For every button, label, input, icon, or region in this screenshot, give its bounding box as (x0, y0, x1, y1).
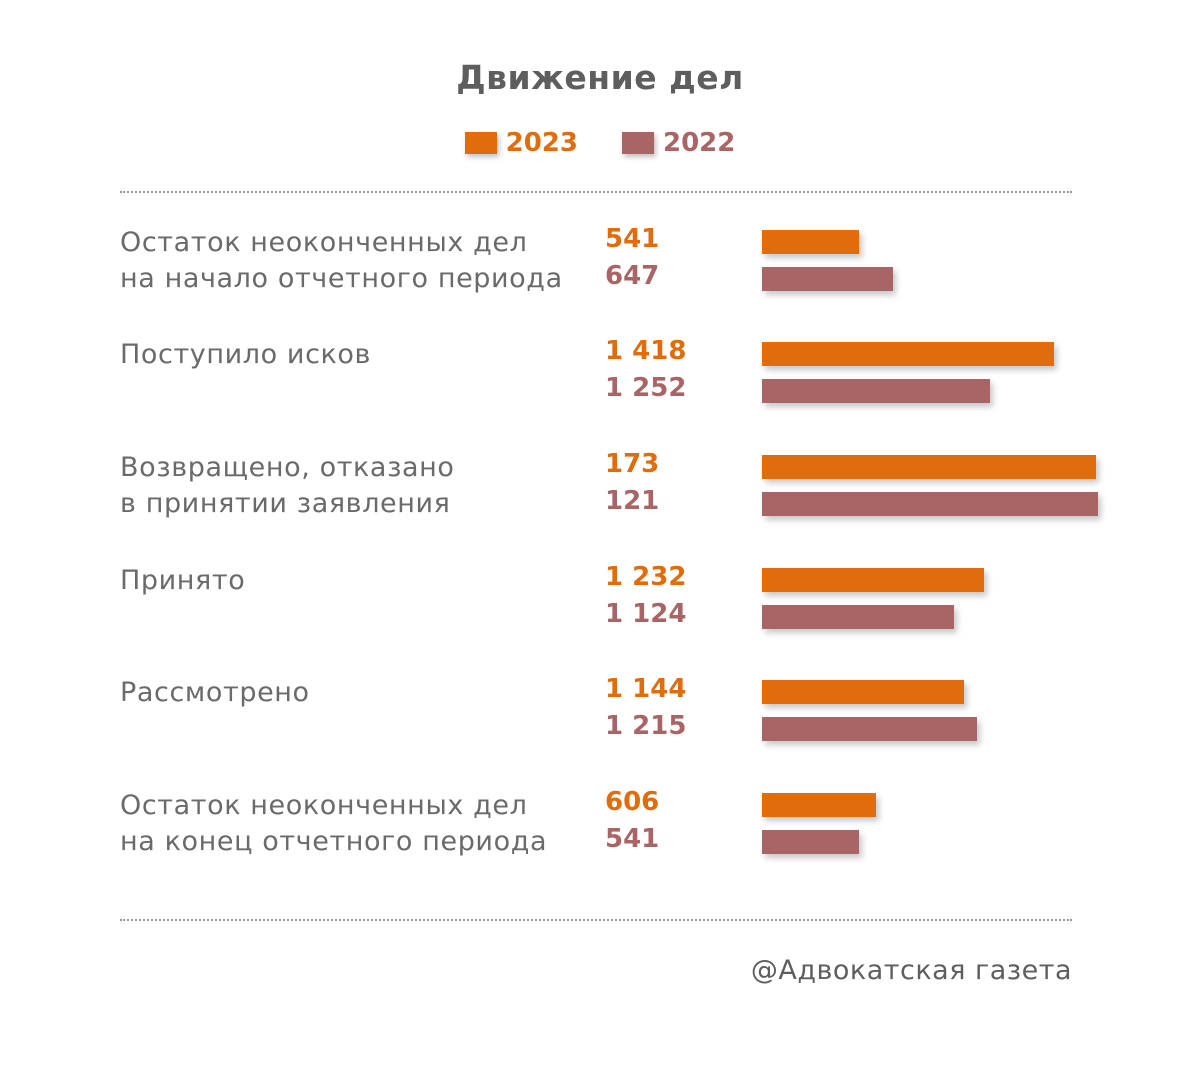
bar-2023 (762, 455, 1096, 479)
data-label-2022: 541 (605, 824, 660, 854)
bar-2022 (762, 830, 859, 854)
data-label-2022: 121 (605, 486, 660, 516)
legend-swatch-2023 (464, 132, 497, 154)
data-label-2023: 1 144 (605, 674, 687, 704)
category-label-line: Возвращено, отказано (120, 452, 455, 483)
category-label: Поступило исков (120, 337, 590, 373)
legend-item-2022: 2022 (622, 128, 735, 158)
data-label-2022: 647 (605, 261, 660, 291)
data-label-2023: 606 (605, 787, 660, 817)
legend-item-2023: 2023 (464, 128, 578, 158)
data-label-2023: 541 (605, 224, 660, 254)
category-label-line: Поступило исков (120, 339, 372, 370)
bottom-divider (120, 919, 1072, 921)
category-label: Остаток неоконченных дел на начало отчетн… (120, 225, 590, 297)
category-label-line: в принятии заявления (120, 488, 451, 519)
legend-label-2023: 2023 (505, 128, 578, 158)
category-label: Принято (120, 563, 590, 599)
data-label-2023: 1 418 (605, 336, 687, 366)
legend: 2023 2022 (0, 128, 1200, 158)
category-label-line: на начало отчетного периода (120, 263, 563, 294)
chart-title: Движение дел (456, 58, 744, 97)
bar-2022 (762, 267, 893, 291)
category-label: Рассмотрено (120, 675, 590, 711)
bar-2022 (762, 379, 990, 403)
bar-2023 (762, 568, 984, 592)
data-label-2022: 1 215 (605, 711, 687, 741)
category-label-line: Остаток неоконченных дел (120, 790, 528, 821)
category-label-line: на конец отчетного периода (120, 826, 548, 857)
data-label-2023: 1 232 (605, 562, 687, 592)
category-label: Остаток неоконченных дел на конец отчетно… (120, 788, 590, 860)
legend-swatch-2022 (622, 132, 654, 154)
source-credit: @Адвокатская газета (750, 955, 1072, 986)
top-divider (120, 191, 1072, 193)
category-label-line: Остаток неоконченных дел (120, 227, 528, 258)
bar-2023 (762, 230, 859, 254)
bar-2022 (762, 717, 977, 741)
data-label-2022: 1 252 (605, 373, 687, 403)
bar-2023 (762, 680, 964, 704)
category-label: Возвращено, отказано в принятии заявления (120, 450, 590, 522)
bar-2022 (762, 605, 954, 629)
data-label-2023: 173 (605, 449, 660, 479)
category-label-line: Рассмотрено (120, 677, 310, 708)
bar-2023 (762, 793, 876, 817)
legend-label-2022: 2022 (663, 128, 736, 158)
bar-2022 (762, 492, 1098, 516)
data-label-2022: 1 124 (605, 599, 687, 629)
category-label-line: Принято (120, 565, 246, 596)
bar-2023 (762, 342, 1054, 366)
